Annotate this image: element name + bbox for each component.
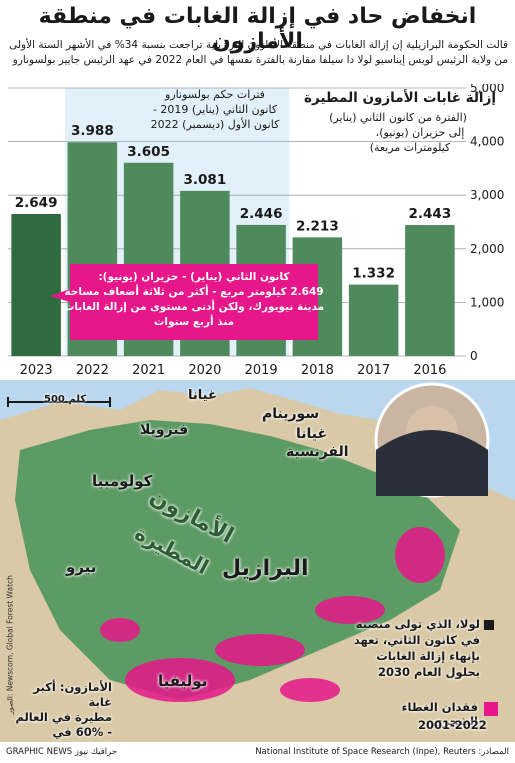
legend-years: 2001-2022 xyxy=(418,718,487,732)
map-panel: 500 كلم غيانا سورينام غيانا الفرنسية فنز… xyxy=(0,380,515,742)
scale-label: 500 كلم xyxy=(44,394,87,405)
callout-line-3: مدينة نيويورك، ولكن أدنى مستوى من إزالة … xyxy=(64,299,324,313)
lula-note-1: لولا، الذي تولى منصبه xyxy=(355,617,480,631)
x-tick-label: 2021 xyxy=(132,363,165,378)
note-marker xyxy=(484,620,494,630)
callout-box xyxy=(50,264,318,340)
bar xyxy=(405,225,455,356)
amazon-fact-3: - 60% في البرازيل xyxy=(52,725,112,742)
label-french-guiana-2: الفرنسية xyxy=(286,444,349,460)
y-tick-label: 5,000 xyxy=(470,84,504,95)
bar xyxy=(348,284,399,356)
credit: GRAPHIC NEWS جرافيك نيوز xyxy=(6,747,118,757)
bar xyxy=(11,214,61,356)
y-tick-label: 1,000 xyxy=(470,295,504,309)
lula-note-3: بإنهاء إزالة الغابات xyxy=(376,649,480,663)
callout-line-1: كانون الثاني (يناير) - حزيران (يونيو): xyxy=(98,271,290,283)
lula-note: لولا، الذي تولى منصبه في كانون الثاني، ت… xyxy=(340,616,480,680)
y-tick-label: 4,000 xyxy=(470,135,504,149)
bolsonaro-note-3: كانون الأول (ديسمبر) 2022 xyxy=(151,117,280,131)
x-tick-label: 2018 xyxy=(301,363,334,378)
chart-subtitle-3: كيلومترات مربعة) xyxy=(370,141,451,154)
bolsonaro-note-1: فترات حكم بولسونارو xyxy=(164,88,265,101)
bolsonaro-note-2: كانون الثاني (يناير) 2019 - xyxy=(153,103,278,116)
x-tick-label: 2020 xyxy=(188,363,221,378)
bar-value-label: 2.649 xyxy=(15,195,58,211)
bar-value-label: 3.605 xyxy=(127,144,170,160)
bar-value-label: 2.446 xyxy=(240,206,283,222)
x-tick-label: 2022 xyxy=(76,363,109,378)
label-venezuela: فنزويلا xyxy=(140,422,189,438)
x-tick-label: 2019 xyxy=(245,363,278,378)
chart-panel: 2.649 3.988 3.605 3.081 2.446 2.213 1.332 2.443… xyxy=(0,81,515,380)
y-tick-label: 2,000 xyxy=(470,242,504,256)
label-guyana: غيانا xyxy=(188,388,217,403)
y-tick-label: 3,000 xyxy=(470,188,504,202)
x-tick-label: 2016 xyxy=(413,363,446,378)
label-peru: بيرو xyxy=(66,558,97,576)
amazon-fact-2: مطيرة في العالم xyxy=(15,710,112,724)
x-tick-label: 2017 xyxy=(357,363,390,378)
sources: المصادر: National Institute of Space Res… xyxy=(255,747,509,757)
bar-value-label: 2.443 xyxy=(409,206,452,222)
bar-chart: 2.649 3.988 3.605 3.081 2.446 2.213 1.332 2.443… xyxy=(8,81,504,378)
bar-value-label: 3.081 xyxy=(184,172,227,188)
legend-swatch xyxy=(484,702,498,716)
lula-note-2: في كانون الثاني، تعهد xyxy=(353,633,480,647)
deforestation-patches xyxy=(100,527,445,702)
amazon-fact-1: الأمازون: أكبر غابة xyxy=(33,680,112,709)
label-colombia: كولومبيا xyxy=(92,472,153,490)
label-french-guiana-1: غيانا xyxy=(296,426,328,442)
bar-value-label: 3.988 xyxy=(71,123,114,139)
amazon-fact: الأمازون: أكبر غابة مطيرة في العالم - 60… xyxy=(8,680,112,742)
footer: المصادر: National Institute of Space Res… xyxy=(0,742,515,763)
lula-note-4: بحلول العام 2030 xyxy=(377,665,480,679)
label-bolivia: بوليفيا xyxy=(158,672,208,690)
x-tick-label: 2023 xyxy=(20,363,53,378)
label-brazil: البرازيل xyxy=(222,556,309,581)
label-suriname: سورينام xyxy=(262,406,320,422)
legend-label: فقدان الغطاء الشجري xyxy=(401,700,478,728)
y-tick-label: 0 xyxy=(470,349,478,363)
page-subtitle: قالت الحكومة البرازيلية إن إزالة الغابات… xyxy=(9,39,508,66)
amazon-map xyxy=(0,380,515,742)
callout-line-2: 2.649 كيلومتر مربع - أكثر من ثلاثة أضعاف… xyxy=(64,284,323,298)
page-title: انخفاض حاد في إزالة الغابات في منطقة الأ… xyxy=(38,4,477,54)
chart-title: إزالة غابات الأمازون المطيرة xyxy=(304,89,496,106)
bar-value-label: 2.213 xyxy=(296,218,339,234)
photo-credit: الصور: Newscom, Global Forest Watch xyxy=(5,575,15,715)
callout-line-4: منذ أربع سنوات xyxy=(154,314,234,328)
chart-subtitle-2: إلى حزيران (يونيو)، xyxy=(376,126,465,139)
chart-subtitle-1: (الفترة من كانون الثاني (يناير) xyxy=(329,111,467,124)
bar-value-label: 1.332 xyxy=(352,266,395,282)
